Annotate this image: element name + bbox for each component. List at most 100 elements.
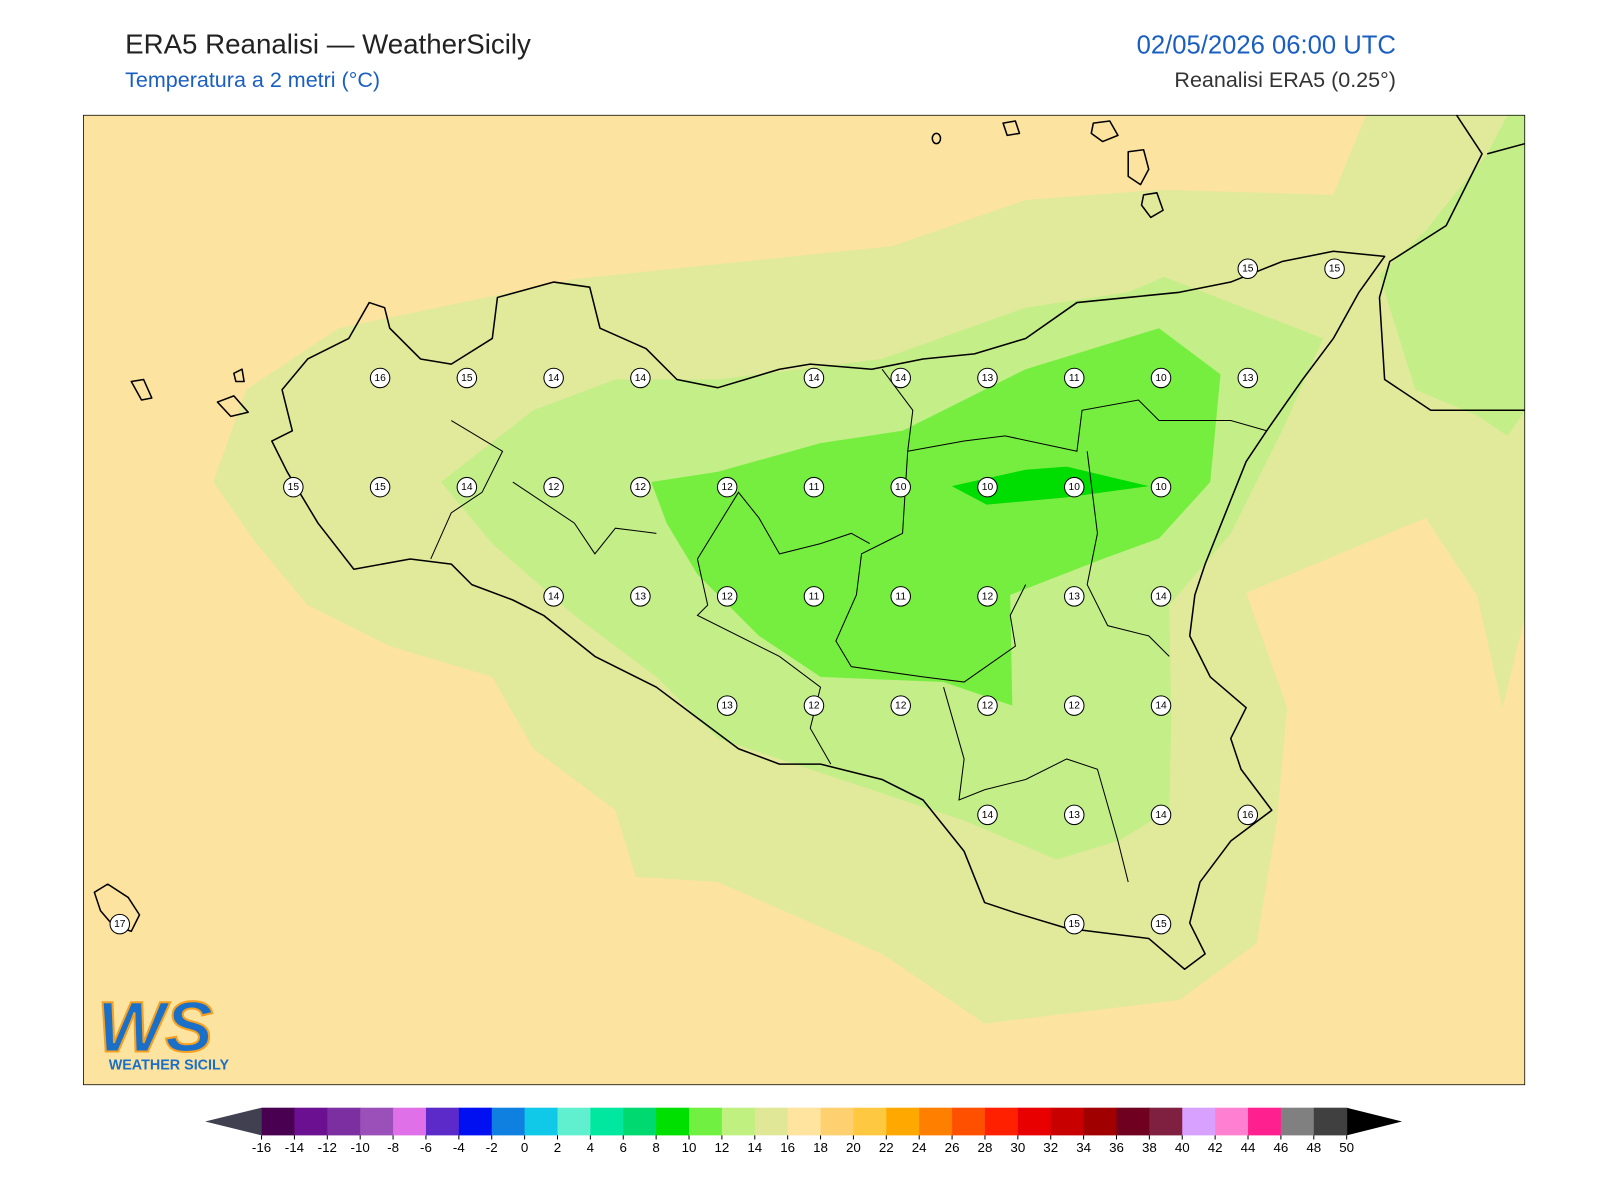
- subtitle: Temperatura a 2 metri (°C): [125, 68, 380, 92]
- station: 14: [630, 367, 651, 389]
- station-marker: [456, 476, 478, 498]
- station-value: 12: [1069, 701, 1081, 712]
- colorbar-tick-label: 16: [780, 1140, 795, 1155]
- station-marker: [1064, 913, 1085, 935]
- colorbar-segment: [754, 1107, 789, 1136]
- station: 12: [977, 695, 998, 716]
- station-marker: [803, 476, 825, 498]
- station-value: 14: [1155, 810, 1167, 821]
- station: 12: [630, 476, 651, 498]
- station-marker: [890, 586, 911, 607]
- station-marker: [1064, 695, 1085, 716]
- station-value: 15: [461, 373, 473, 384]
- station: 12: [803, 695, 825, 716]
- station-value: 14: [1155, 701, 1167, 712]
- station: 14: [1150, 695, 1172, 716]
- contour-8-10: [951, 466, 1149, 505]
- island-pantelleria: [93, 883, 141, 933]
- colorbar-segment: [590, 1107, 624, 1136]
- colorbar-tick-label: 20: [846, 1140, 861, 1155]
- station-marker: [1237, 258, 1259, 279]
- station-marker: [369, 476, 391, 498]
- station-marker: [977, 367, 998, 389]
- province-borders: [430, 368, 1267, 883]
- station-marker: [630, 367, 651, 389]
- colorbar-tick-label: -6: [420, 1140, 432, 1155]
- station-value: 13: [1242, 373, 1254, 384]
- colorbar-tick-label: 42: [1208, 1140, 1223, 1155]
- island-filicudi: [1002, 120, 1021, 137]
- colorbar-tick-label: 32: [1043, 1140, 1058, 1155]
- station: 14: [456, 476, 478, 498]
- station-value: 12: [548, 482, 560, 493]
- border: [943, 687, 1129, 883]
- station: 12: [977, 586, 998, 607]
- station-value: 14: [461, 482, 473, 493]
- station: 13: [1064, 804, 1085, 826]
- station-value: 11: [809, 482, 820, 493]
- datetime: 02/05/2026 06:00 UTC: [1137, 31, 1396, 59]
- station-value: 12: [635, 482, 647, 493]
- station-value: 16: [374, 373, 386, 384]
- station: 10: [1150, 367, 1172, 389]
- station-value: 12: [721, 591, 733, 602]
- colorbar-tick-label: -16: [252, 1140, 271, 1155]
- colorbar-segment: [360, 1107, 394, 1136]
- colorbar-tick-label: 0: [521, 1140, 528, 1155]
- station-marker: [283, 476, 304, 498]
- station: 14: [977, 804, 998, 826]
- island-favignana: [216, 395, 249, 418]
- colorbar-tick-label: 46: [1273, 1140, 1288, 1155]
- station-value: 14: [548, 373, 560, 384]
- colorbar-segment: [689, 1107, 723, 1136]
- colorbar-segment: [524, 1107, 558, 1136]
- colorbar-tick-label: 10: [682, 1140, 697, 1155]
- station-value: 12: [982, 701, 994, 712]
- colorbar-tick-label: -14: [285, 1140, 305, 1155]
- station-value: 13: [982, 373, 994, 384]
- station-value: 12: [895, 701, 907, 712]
- station-value: 13: [721, 701, 733, 712]
- station: 13: [1237, 367, 1259, 389]
- island-marettimo: [130, 378, 153, 401]
- station-value: 14: [808, 373, 820, 384]
- colorbar-tick-label: 38: [1142, 1140, 1157, 1155]
- border: [1086, 451, 1170, 657]
- station-value: 15: [1242, 264, 1254, 275]
- station: 12: [1064, 695, 1085, 716]
- border: [696, 491, 870, 560]
- station: 15: [1150, 913, 1172, 935]
- station-marker: [543, 367, 564, 389]
- colorbar-segment: [425, 1107, 460, 1136]
- station-marker: [1064, 367, 1085, 389]
- colorbar-tick-label: 12: [714, 1140, 729, 1155]
- colorbar-segment: [984, 1107, 1019, 1136]
- station-value: 11: [809, 591, 820, 602]
- colorbar-tick-label: 28: [978, 1140, 993, 1155]
- colorbar-segment: [1116, 1107, 1150, 1136]
- station-marker: [630, 586, 651, 607]
- station: 14: [1150, 804, 1172, 826]
- colorbar-tick-label: -2: [486, 1140, 498, 1155]
- station-value: 14: [1155, 591, 1167, 602]
- station-value: 14: [635, 373, 647, 384]
- title: ERA5 Reanalisi — WeatherSicily: [125, 28, 531, 59]
- station: 17: [109, 913, 131, 935]
- colorbar-tick-label: 40: [1175, 1140, 1190, 1155]
- station: 12: [716, 586, 738, 607]
- station-marker: [1150, 695, 1172, 716]
- colorbar-segment: [491, 1107, 526, 1136]
- station-marker: [977, 476, 998, 498]
- station-marker: [109, 913, 131, 935]
- colorbar-tick-label: 14: [747, 1140, 762, 1155]
- station-marker: [977, 586, 998, 607]
- colorbar-segment: [393, 1107, 427, 1136]
- border: [430, 420, 504, 560]
- colorbar-tick-label: 22: [879, 1140, 894, 1155]
- station: 15: [1324, 258, 1345, 279]
- station-value: 10: [1155, 482, 1167, 493]
- station-value: 13: [1069, 810, 1081, 821]
- colorbar-over: [1346, 1107, 1403, 1136]
- colorbar-segment: [1215, 1107, 1249, 1136]
